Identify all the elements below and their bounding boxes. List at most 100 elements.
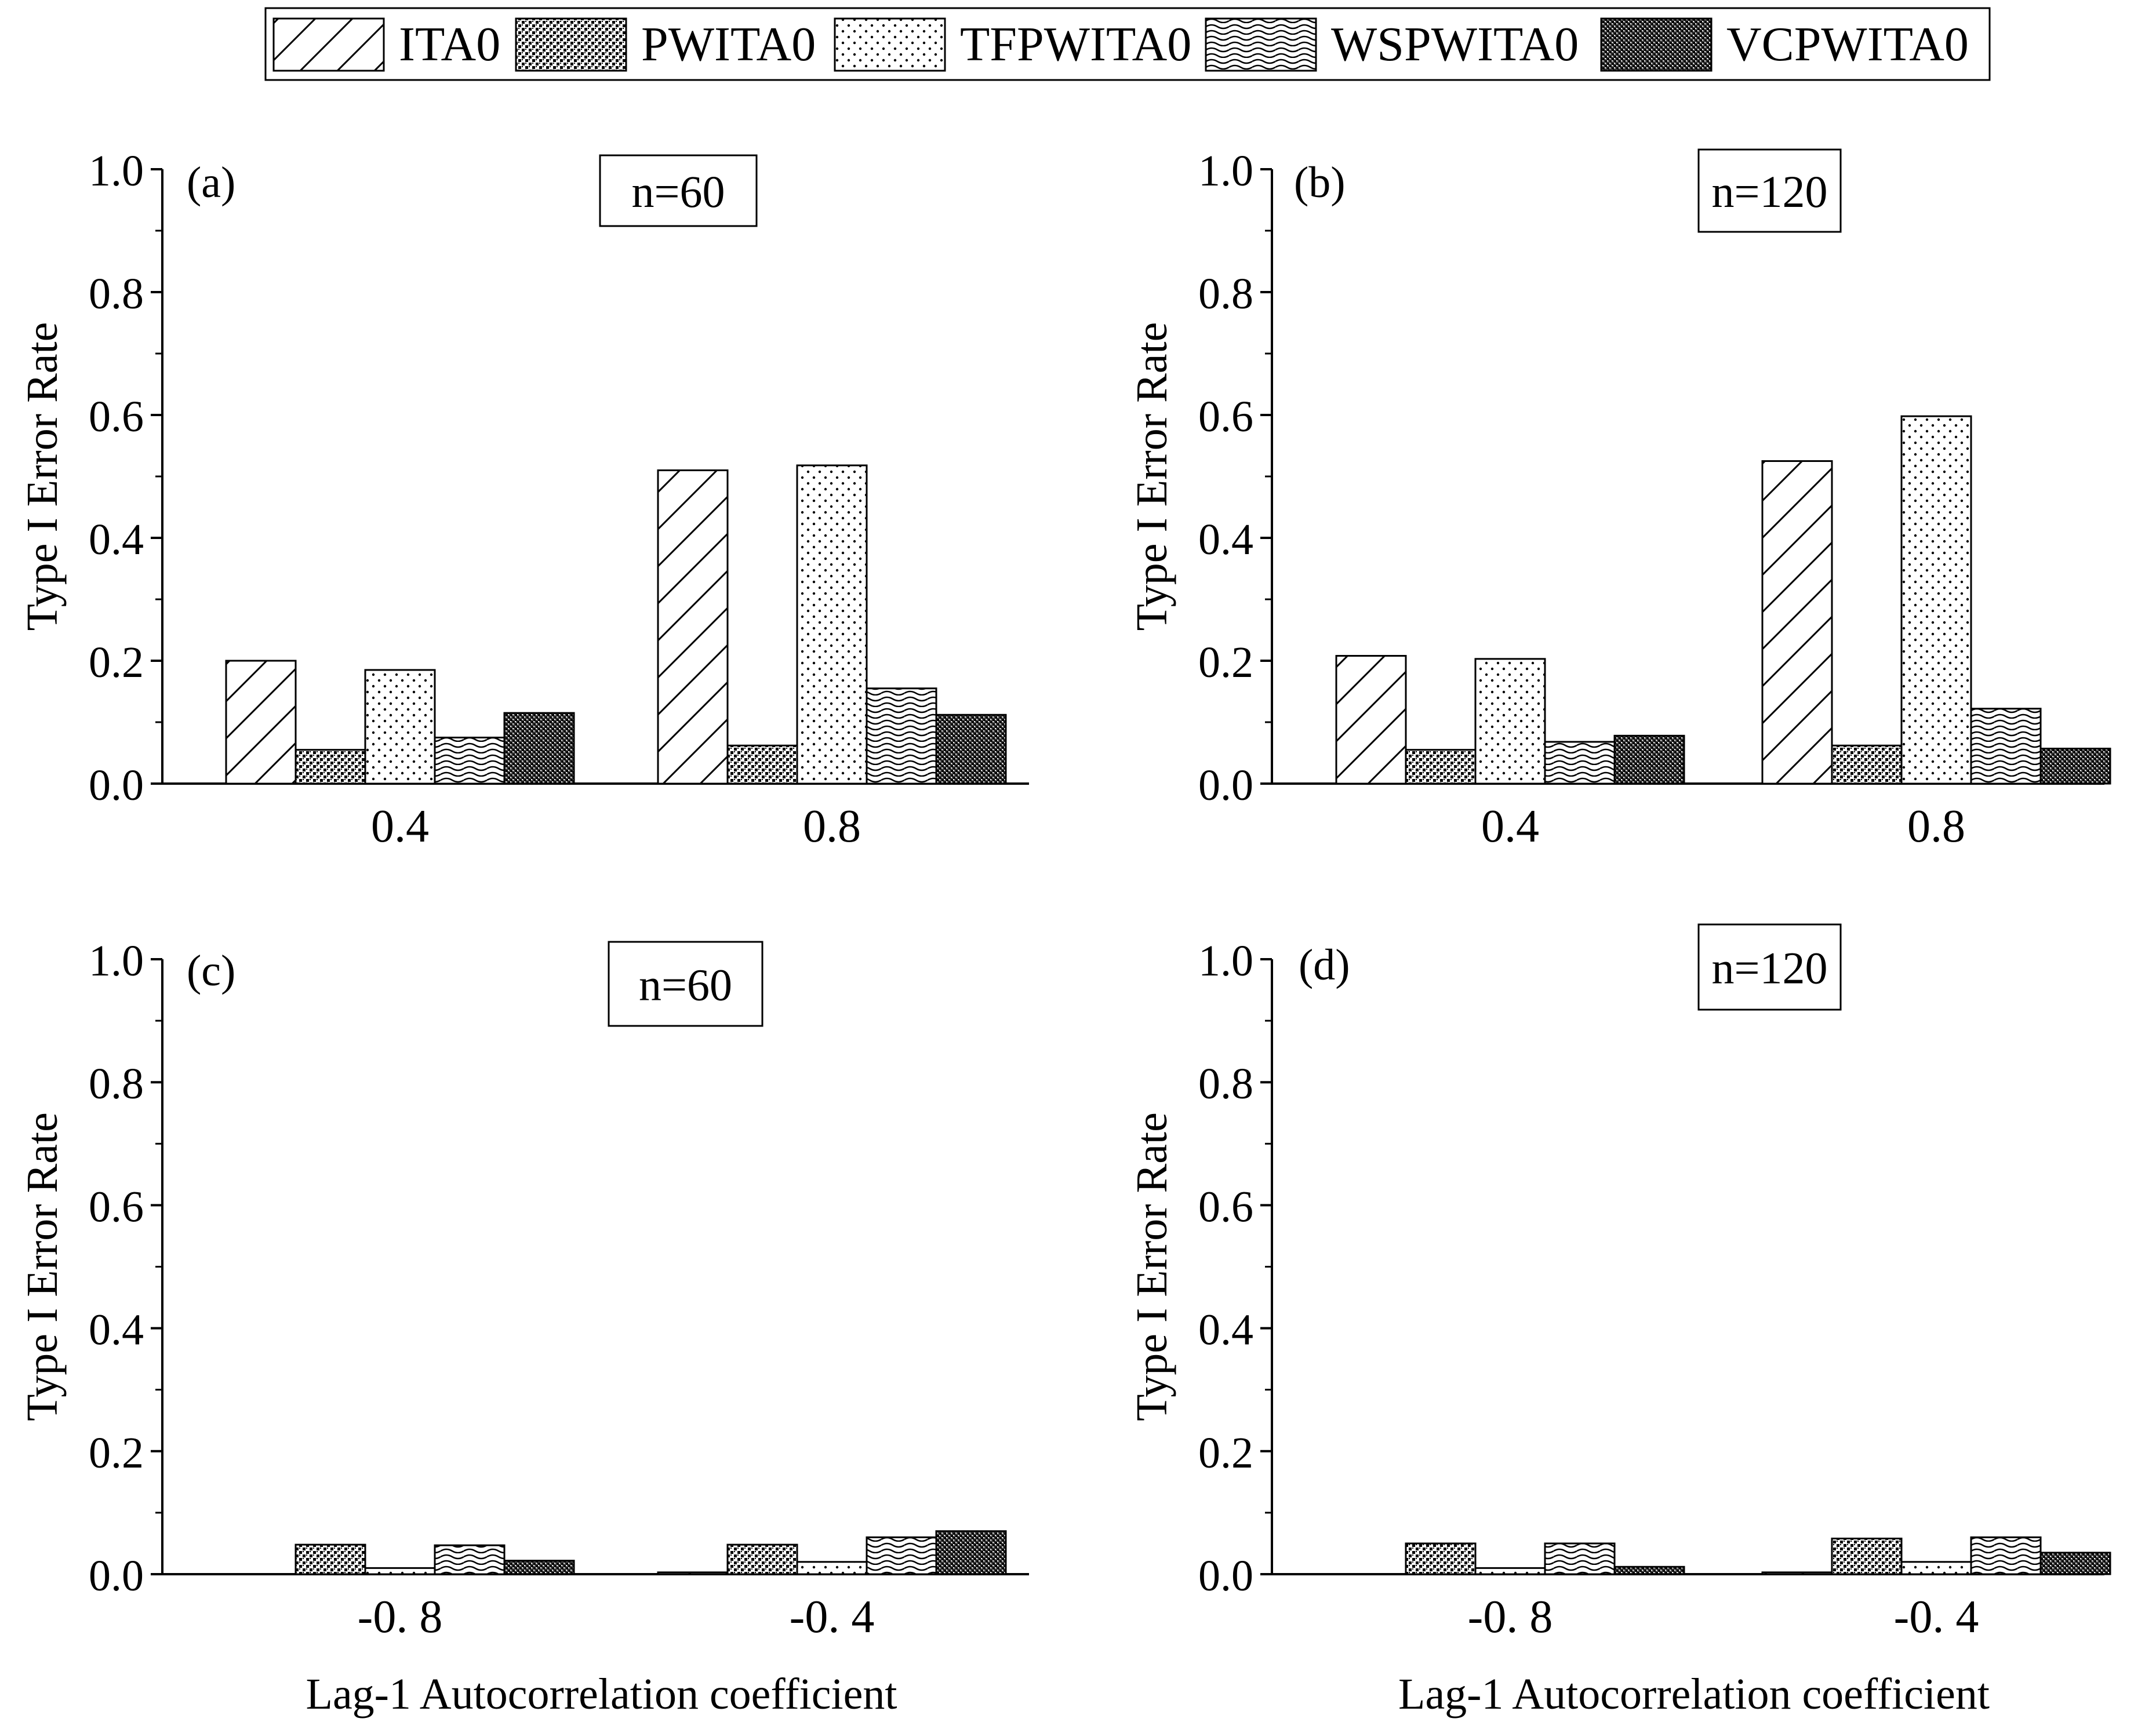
bar-wspwita0-2 [866,687,937,785]
bar-pwita0-2 [726,1543,798,1575]
legend-item-tfpwita0: TFPWITA0 [834,17,1191,72]
y-tick-label: 0.8 [89,1060,144,1108]
bar-pwita0-1 [295,1543,366,1575]
legend-item-vcpwita0: VCPWITA0 [1600,17,1969,72]
y-tick-label: 1.0 [1198,147,1253,195]
panel-letter: (b) [1294,158,1346,207]
y-tick-label: 0.4 [1198,515,1253,564]
bar-wspwita0-1 [1544,741,1616,785]
bar-pwita0-2 [1831,744,1903,785]
y-axis-label: Type I Error Rate [1128,1112,1176,1421]
x-tick-label: 0.8 [1907,801,1965,852]
bar-ita0-2 [1761,1571,1833,1575]
legend-label-wspwita0: WSPWITA0 [1331,17,1579,71]
bar-tfpwita0-2 [796,1561,868,1575]
legend-label-ita0: ITA0 [399,17,500,71]
x-tick-label: 0.4 [371,801,429,852]
x-axis-label: Lag-1 Autocorrelation coefficient [306,1670,897,1719]
legend-swatch-pwita0 [515,17,627,72]
legend-swatch-ita0 [272,17,385,72]
y-tick-label: 0.4 [1198,1306,1253,1355]
legend-label-vcpwita0: VCPWITA0 [1726,17,1969,71]
y-tick-label: 0.0 [89,1552,144,1600]
bar-wspwita0-2 [866,1536,937,1575]
y-tick-label: 0.2 [1198,638,1253,687]
bar-pwita0-1 [1405,1542,1477,1575]
y-tick-label: 1.0 [1198,937,1253,985]
x-tick-label: -0. 8 [358,1592,443,1643]
y-tick-label: 0.8 [1198,270,1253,318]
x-axis-label: Lag-1 Autocorrelation coefficient [1398,1670,1990,1719]
x-tick-label: -0. 8 [1468,1592,1553,1643]
y-tick-label: 0.6 [1198,392,1253,441]
y-tick-label: 0.0 [89,761,144,810]
sample-size-label: n=60 [639,960,732,1010]
bar-tfpwita0-1 [1474,658,1546,785]
bar-vcpwita0-1 [503,712,575,785]
bar-ita0-1 [225,660,297,785]
chart-panel-4: 0.0 0.2 0.4 0.6 0.8 1.0 Type I Error Rate (d) n=… [1128,923,2111,1719]
bar-pwita0-1 [1405,749,1477,785]
y-axis-label: Type I Error Rate [1128,322,1176,631]
bar-ita0-2 [657,1571,729,1575]
bar-tfpwita0-2 [1900,415,1972,785]
sample-size-label: n=120 [1712,943,1828,993]
y-tick-label: 0.2 [89,1429,144,1477]
sample-size-label: n=120 [1712,166,1828,217]
bar-vcpwita0-1 [503,1560,575,1575]
y-axis-label: Type I Error Rate [18,1112,67,1421]
bar-vcpwita0-2 [2039,748,2111,785]
y-tick-label: 0.8 [89,270,144,318]
legend-label-tfpwita0: TFPWITA0 [960,17,1191,71]
bar-vcpwita0-2 [2039,1552,2111,1575]
bar-vcpwita0-1 [1613,1565,1685,1575]
bar-wspwita0-2 [1970,708,2042,785]
bar-ita0-1 [1335,655,1407,785]
chart-panels: 0.0 0.2 0.4 0.6 0.8 1.0 Type I Error Rate (a) n=… [18,147,2111,1719]
legend-swatch-vcpwita0 [1600,17,1713,72]
legend-item-pwita0: PWITA0 [515,17,816,72]
y-tick-label: 0.8 [1198,1060,1253,1108]
bar-wspwita0-1 [434,737,506,785]
chart-panel-3: 0.0 0.2 0.4 0.6 0.8 1.0 Type I Error Rate (c) n=… [18,937,1029,1719]
panel-letter: (a) [187,158,235,207]
panel-letter: (d) [1299,941,1350,989]
x-tick-label: 0.4 [1481,801,1539,852]
x-tick-label: -0. 4 [1894,1592,1979,1643]
panel-letter: (c) [187,946,235,995]
bar-wspwita0-1 [1544,1542,1616,1575]
sample-size-box [599,154,758,227]
legend-item-ita0: ITA0 [272,17,500,72]
legend-swatch-tfpwita0 [834,17,946,72]
bar-tfpwita0-1 [364,669,436,785]
bar-vcpwita0-2 [935,713,1007,785]
y-tick-label: 0.6 [1198,1182,1253,1231]
y-tick-label: 0.0 [1198,761,1253,810]
bar-vcpwita0-2 [935,1530,1007,1575]
y-tick-label: 1.0 [89,937,144,985]
bar-ita0-2 [657,469,729,785]
y-tick-label: 0.6 [89,392,144,441]
y-tick-label: 0.0 [1198,1552,1253,1600]
legend: ITA0 PWITA0 TFPWITA0 WSPWITA0 VCPWITA0 [264,7,1991,81]
chart-panel-2: 0.0 0.2 0.4 0.6 0.8 1.0 Type I Error Rate (b) n=… [1128,147,2111,852]
y-tick-label: 0.4 [89,1306,144,1355]
y-tick-label: 1.0 [89,147,144,195]
bar-pwita0-2 [1831,1537,1903,1575]
y-tick-label: 0.4 [89,515,144,564]
bar-tfpwita0-1 [1474,1567,1546,1575]
y-axis-label: Type I Error Rate [18,322,67,631]
x-tick-label: -0. 4 [790,1592,875,1643]
legend-swatch-wspwita0 [1205,17,1317,72]
bar-wspwita0-2 [1970,1536,2042,1575]
chart-panel-1: 0.0 0.2 0.4 0.6 0.8 1.0 Type I Error Rate (a) n=… [18,147,1029,852]
y-tick-label: 0.2 [1198,1429,1253,1477]
sample-size-label: n=60 [632,166,725,217]
bar-wspwita0-1 [434,1544,506,1575]
sample-size-box [1697,923,1842,1011]
legend-label-pwita0: PWITA0 [641,17,816,71]
bar-pwita0-2 [726,744,798,785]
bar-vcpwita0-1 [1613,734,1685,785]
y-tick-label: 0.2 [89,638,144,687]
